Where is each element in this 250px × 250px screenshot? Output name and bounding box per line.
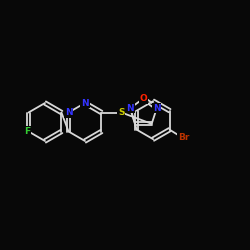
Text: O: O [140,94,147,103]
Text: F: F [24,127,30,136]
Text: N: N [65,108,72,117]
Text: N: N [153,104,160,113]
Text: N: N [81,98,89,108]
Text: Br: Br [178,133,189,142]
Text: S: S [118,108,125,117]
Text: N: N [126,104,134,113]
